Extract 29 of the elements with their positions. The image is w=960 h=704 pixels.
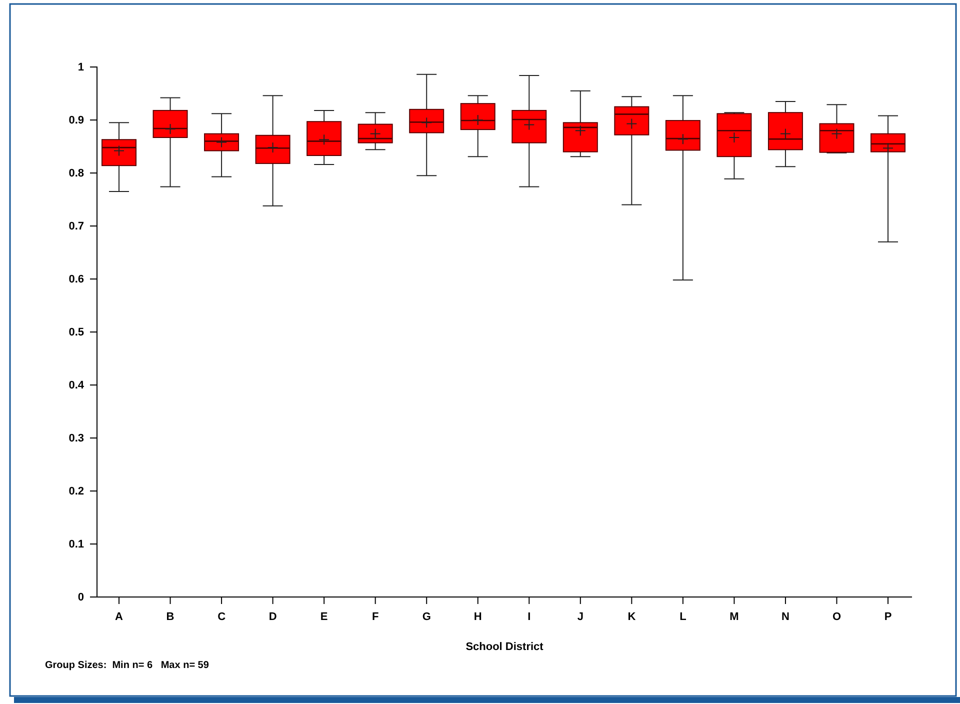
x-axis-title: School District — [466, 641, 544, 653]
x-tick-label: K — [628, 610, 636, 623]
y-tick-label: 0.9 — [68, 114, 84, 127]
x-tick-label: P — [884, 610, 892, 623]
text: Group Sizes: Min n= 6 Max n= 59 — [45, 660, 210, 671]
y-tick-label: 0.5 — [68, 326, 84, 339]
y-tick-label: 0.7 — [68, 220, 84, 233]
y-tick-label: 0.6 — [68, 274, 84, 286]
y-tick-label: 1 — [78, 62, 84, 74]
x-tick-label: J — [577, 610, 584, 623]
x-tick-label: N — [781, 610, 790, 623]
y-tick-label: 0.3 — [68, 432, 84, 445]
y-tick-label: 0.1 — [68, 538, 84, 551]
x-tick-label: M — [730, 610, 739, 623]
x-tick-label: B — [166, 610, 174, 623]
x-tick-label: G — [422, 610, 431, 623]
x-tick-label: E — [320, 610, 328, 623]
x-tick-label: F — [372, 610, 379, 623]
y-tick-label: 0.8 — [68, 168, 84, 180]
x-tick-label: H — [474, 610, 482, 623]
x-tick-label: A — [115, 610, 124, 623]
x-tick-label: L — [680, 610, 687, 623]
x-tick-label: C — [218, 610, 226, 623]
y-tick-label: 0.2 — [68, 486, 84, 498]
y-tick-label: 0.4 — [68, 380, 85, 392]
y-tick-label: 0 — [78, 592, 84, 604]
x-tick-label: I — [528, 610, 531, 623]
x-tick-label: D — [268, 610, 277, 623]
x-tick-label: O — [832, 610, 842, 623]
